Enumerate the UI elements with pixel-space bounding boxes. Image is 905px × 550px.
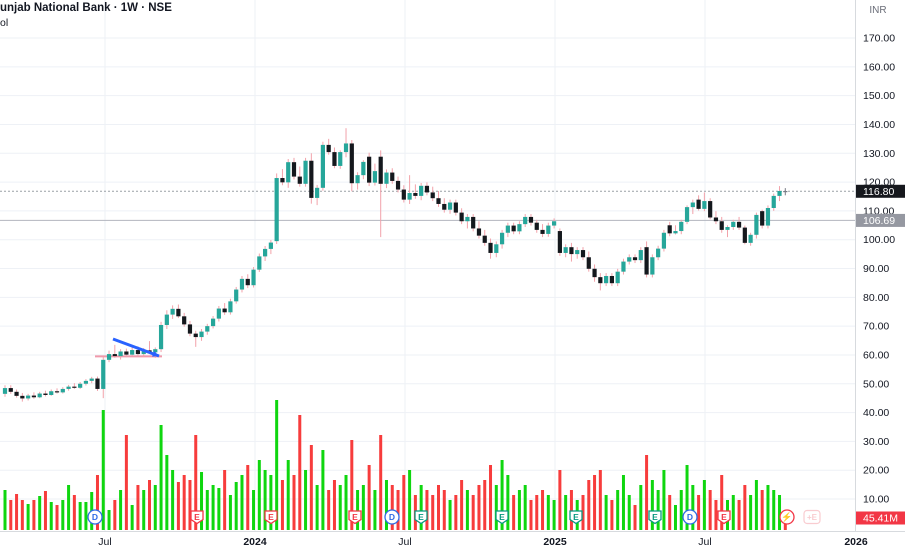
svg-text:2025: 2025 — [543, 536, 567, 548]
svg-text:90.00: 90.00 — [863, 263, 889, 275]
svg-text:E: E — [721, 512, 727, 522]
grid-lines — [0, 0, 855, 531]
svg-text:60.00: 60.00 — [863, 349, 889, 361]
event-marker-dividend[interactable]: D — [682, 509, 698, 525]
event-marker-earnings[interactable]: E — [348, 510, 362, 525]
event-marker-earnings[interactable]: E — [717, 510, 731, 525]
svg-text:10.00: 10.00 — [863, 494, 889, 506]
svg-text:D: D — [389, 512, 395, 522]
event-marker-flash[interactable]: ⚡ — [779, 509, 795, 525]
svg-text:106.69: 106.69 — [863, 215, 895, 227]
last-price-label: 116.80 — [856, 184, 905, 198]
svg-text:80.00: 80.00 — [863, 292, 889, 304]
price-axis[interactable]: INR170.00160.00150.00140.00130.00120.001… — [855, 0, 905, 550]
svg-text:E: E — [418, 512, 424, 522]
time-axis[interactable]: Jul 2024 Jul 2025 Jul 2026 — [0, 531, 905, 550]
svg-text:50.00: 50.00 — [863, 378, 889, 390]
event-marker-earnings[interactable]: E — [495, 510, 509, 525]
svg-text:E: E — [268, 512, 274, 522]
currency-label: INR — [869, 5, 886, 16]
svg-text:130.00: 130.00 — [863, 148, 895, 160]
svg-text:116.80: 116.80 — [863, 186, 894, 198]
svg-text:⚡: ⚡ — [781, 511, 792, 523]
svg-text:+E: +E — [807, 513, 818, 522]
svg-text:D: D — [687, 512, 693, 522]
blue-arrow-drawing[interactable] — [112, 337, 160, 358]
svg-text:20.00: 20.00 — [863, 465, 889, 477]
event-marker-earnings[interactable]: E — [569, 510, 583, 525]
event-marker-earnings[interactable]: E — [648, 510, 662, 525]
svg-text:40.00: 40.00 — [863, 407, 889, 419]
svg-text:E: E — [499, 512, 505, 522]
svg-text:E: E — [652, 512, 658, 522]
event-marker-earnings[interactable]: E — [190, 510, 204, 525]
svg-text:170.00: 170.00 — [863, 33, 895, 45]
svg-text:E: E — [352, 512, 358, 522]
svg-text:2026: 2026 — [844, 536, 868, 548]
candlestick-series[interactable] — [2, 128, 788, 402]
svg-text:30.00: 30.00 — [863, 436, 889, 448]
svg-text:E: E — [573, 512, 579, 522]
svg-text:Jul: Jul — [698, 536, 711, 548]
svg-text:D: D — [92, 512, 98, 522]
event-marker-earnings[interactable]: E — [264, 510, 278, 525]
volume-series[interactable] — [3, 400, 787, 530]
svg-text:140.00: 140.00 — [863, 119, 895, 131]
event-marker-dividend[interactable]: D — [87, 509, 103, 525]
volume-label: 45.41M — [856, 511, 905, 525]
svg-text:160.00: 160.00 — [863, 61, 895, 73]
price-lines — [0, 190, 855, 221]
event-marker-earnings[interactable]: E — [414, 510, 428, 525]
svg-text:E: E — [194, 512, 200, 522]
svg-text:2024: 2024 — [243, 536, 267, 548]
svg-text:150.00: 150.00 — [863, 90, 895, 102]
event-marker-dividend[interactable]: D — [384, 509, 400, 525]
svg-text:45.41M: 45.41M — [863, 513, 898, 525]
svg-text:Jul: Jul — [398, 536, 411, 548]
svg-text:100.00: 100.00 — [863, 234, 895, 246]
event-marker-add-event-ghost[interactable]: +E — [803, 509, 821, 525]
svg-text:Jul: Jul — [98, 536, 111, 548]
event-markers[interactable]: D E E E D E E E E D E ⚡ +E — [87, 509, 821, 525]
svg-text:70.00: 70.00 — [863, 321, 889, 333]
secondary-price-label: 106.69 — [856, 213, 905, 227]
